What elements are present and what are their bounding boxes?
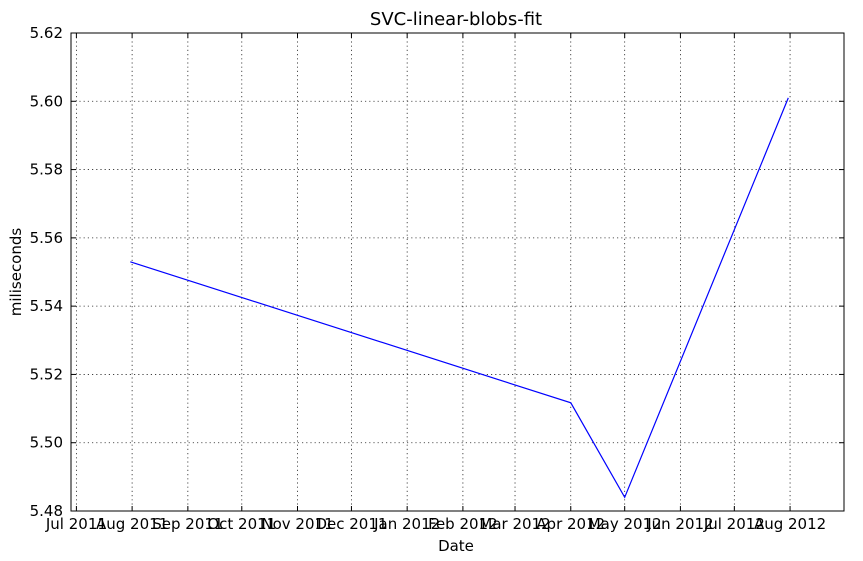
y-tick-label: 5.60 [30,92,63,110]
y-axis-tick-labels: 5.48 5.50 5.52 5.54 5.56 5.58 5.60 5.62 [30,24,63,520]
axis-ticks [71,32,844,512]
x-tick-label: Jan 2012 [373,515,440,533]
x-tick-label: Oct 2011 [207,515,276,533]
x-tick-label: Apr 2012 [536,515,605,533]
series-line [130,97,789,499]
x-tick-label: Mar 2012 [479,515,550,533]
x-tick-label: Dec 2011 [315,515,387,533]
y-tick-label: 5.48 [30,502,63,520]
y-tick-label: 5.56 [30,229,63,247]
x-tick-label: Sep 2011 [152,515,223,533]
series-layer [130,97,789,499]
grid-lines [71,32,844,512]
y-tick-label: 5.52 [30,365,63,383]
y-tick-label: 5.62 [30,24,63,42]
x-tick-label: Jul 2012 [703,515,765,533]
y-tick-label: 5.58 [30,161,63,179]
chart-title: SVC-linear-blobs-fit [370,9,542,30]
y-axis-label: miliseconds [7,228,25,317]
x-tick-label: Aug 2012 [754,515,826,533]
x-tick-label: Aug 2011 [96,515,168,533]
x-tick-label: Jul 2011 [45,515,107,533]
x-tick-label: Feb 2012 [428,515,498,533]
x-axis-label: Date [438,537,474,555]
plot-area [70,32,845,512]
x-tick-label: Jun 2012 [646,515,713,533]
x-tick-label: May 2012 [588,515,662,533]
x-tick-label: Nov 2011 [261,515,333,533]
y-tick-label: 5.54 [30,297,63,315]
y-tick-label: 5.50 [30,434,63,452]
